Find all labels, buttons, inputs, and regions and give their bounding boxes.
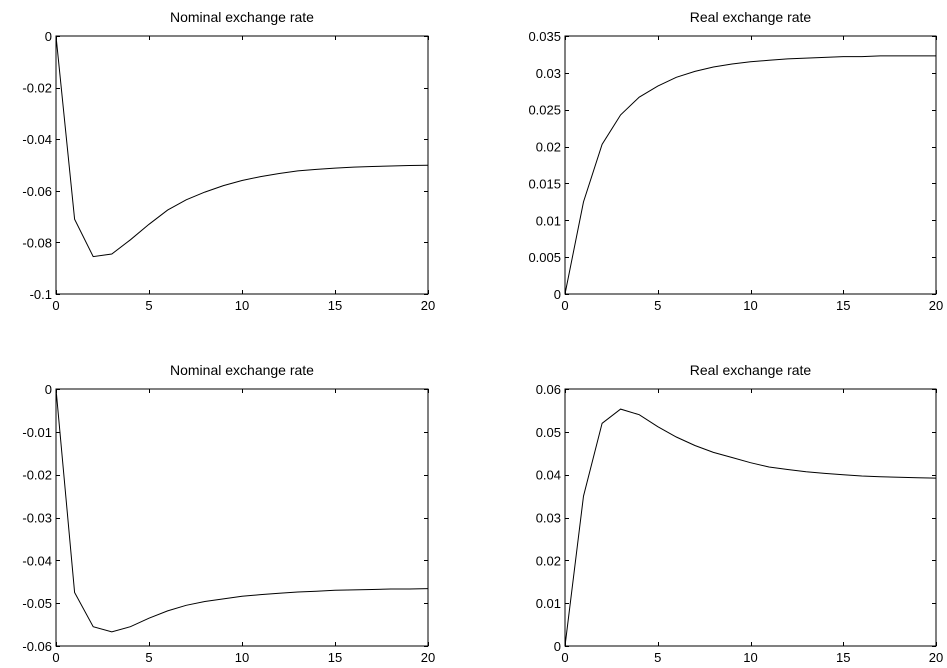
x-tick-label: 15: [836, 298, 850, 313]
y-tick-label: 0.035: [528, 29, 561, 44]
series-line: [564, 55, 936, 295]
x-tick-label: 15: [328, 650, 342, 665]
series-line: [55, 388, 429, 633]
y-tick-label: 0.01: [536, 213, 561, 228]
y-tick-label: 0.06: [536, 382, 561, 397]
x-tick-label: 20: [421, 650, 435, 665]
panel-bottom-right: Real exchange rate 0 5 10 15 20 0 0.01 0.02 0.03…: [536, 362, 944, 665]
x-tick-label: 10: [743, 650, 757, 665]
x-tick-label: 5: [145, 650, 152, 665]
y-tick-label: -0.01: [22, 425, 52, 440]
y-tick-label: -0.06: [22, 184, 52, 199]
y-tick-label: 0.05: [536, 425, 561, 440]
x-tick-label: 10: [743, 298, 757, 313]
panel-title: Nominal exchange rate: [170, 9, 314, 25]
series-line: [564, 408, 937, 647]
y-tick-label: 0.02: [536, 140, 561, 155]
x-tick-label: 20: [421, 298, 435, 313]
y-tick-label: -0.02: [22, 81, 52, 96]
y-tick-label: -0.05: [22, 596, 52, 611]
x-tick-label: 0: [561, 650, 568, 665]
panel-top-left: Nominal exchange rate 0 5 10 15 20 -0.1 -0.08 -…: [22, 9, 435, 313]
y-tick-label: 0.04: [536, 468, 561, 483]
x-tick-label: 5: [145, 298, 152, 313]
y-tick-label: -0.02: [22, 468, 52, 483]
y-tick-label: -0.04: [22, 553, 52, 568]
x-tick-label: 15: [836, 650, 850, 665]
y-tick-label: -0.04: [22, 132, 52, 147]
y-tick-label: 0.015: [528, 176, 561, 191]
plot-area: [564, 35, 937, 295]
y-tick-label: 0.01: [536, 596, 561, 611]
x-tick-label: 5: [654, 298, 661, 313]
panel-title: Real exchange rate: [690, 9, 812, 25]
y-tick-label: 0: [45, 29, 52, 44]
x-tick-label: 5: [654, 650, 661, 665]
y-tick-label: 0.03: [536, 66, 561, 81]
x-tick-label: 20: [929, 298, 943, 313]
x-tick-label: 15: [328, 298, 342, 313]
y-tick-label: 0.03: [536, 511, 561, 526]
series-line: [55, 35, 429, 258]
y-tick-label: -0.08: [22, 235, 52, 250]
y-tick-label: 0.005: [528, 250, 561, 265]
plot-area: [55, 35, 429, 295]
x-tick-label: 0: [561, 298, 568, 313]
panel-title: Real exchange rate: [690, 362, 812, 378]
plot-area: [55, 388, 429, 647]
y-tick-label: 0: [554, 287, 561, 302]
x-tick-label: 10: [235, 298, 249, 313]
x-tick-label: 0: [52, 650, 59, 665]
panel-title: Nominal exchange rate: [170, 362, 314, 378]
y-tick-label: -0.1: [30, 287, 52, 302]
x-tick-label: 0: [52, 298, 59, 313]
panel-bottom-left: Nominal exchange rate 0 5 10 15 20 -0.06 -0.05…: [22, 362, 435, 665]
y-tick-label: 0.02: [536, 553, 561, 568]
y-tick-label: -0.03: [22, 511, 52, 526]
panel-top-right: Real exchange rate 0 5 10 15 20 0 0.005 0.01 0.0…: [528, 9, 943, 313]
x-tick-label: 10: [235, 650, 249, 665]
y-tick-label: 0: [45, 382, 52, 397]
plot-area: [564, 388, 937, 647]
y-tick-label: -0.06: [22, 639, 52, 654]
x-tick-label: 20: [929, 650, 943, 665]
y-tick-label: 0.025: [528, 103, 561, 118]
y-tick-label: 0: [554, 639, 561, 654]
